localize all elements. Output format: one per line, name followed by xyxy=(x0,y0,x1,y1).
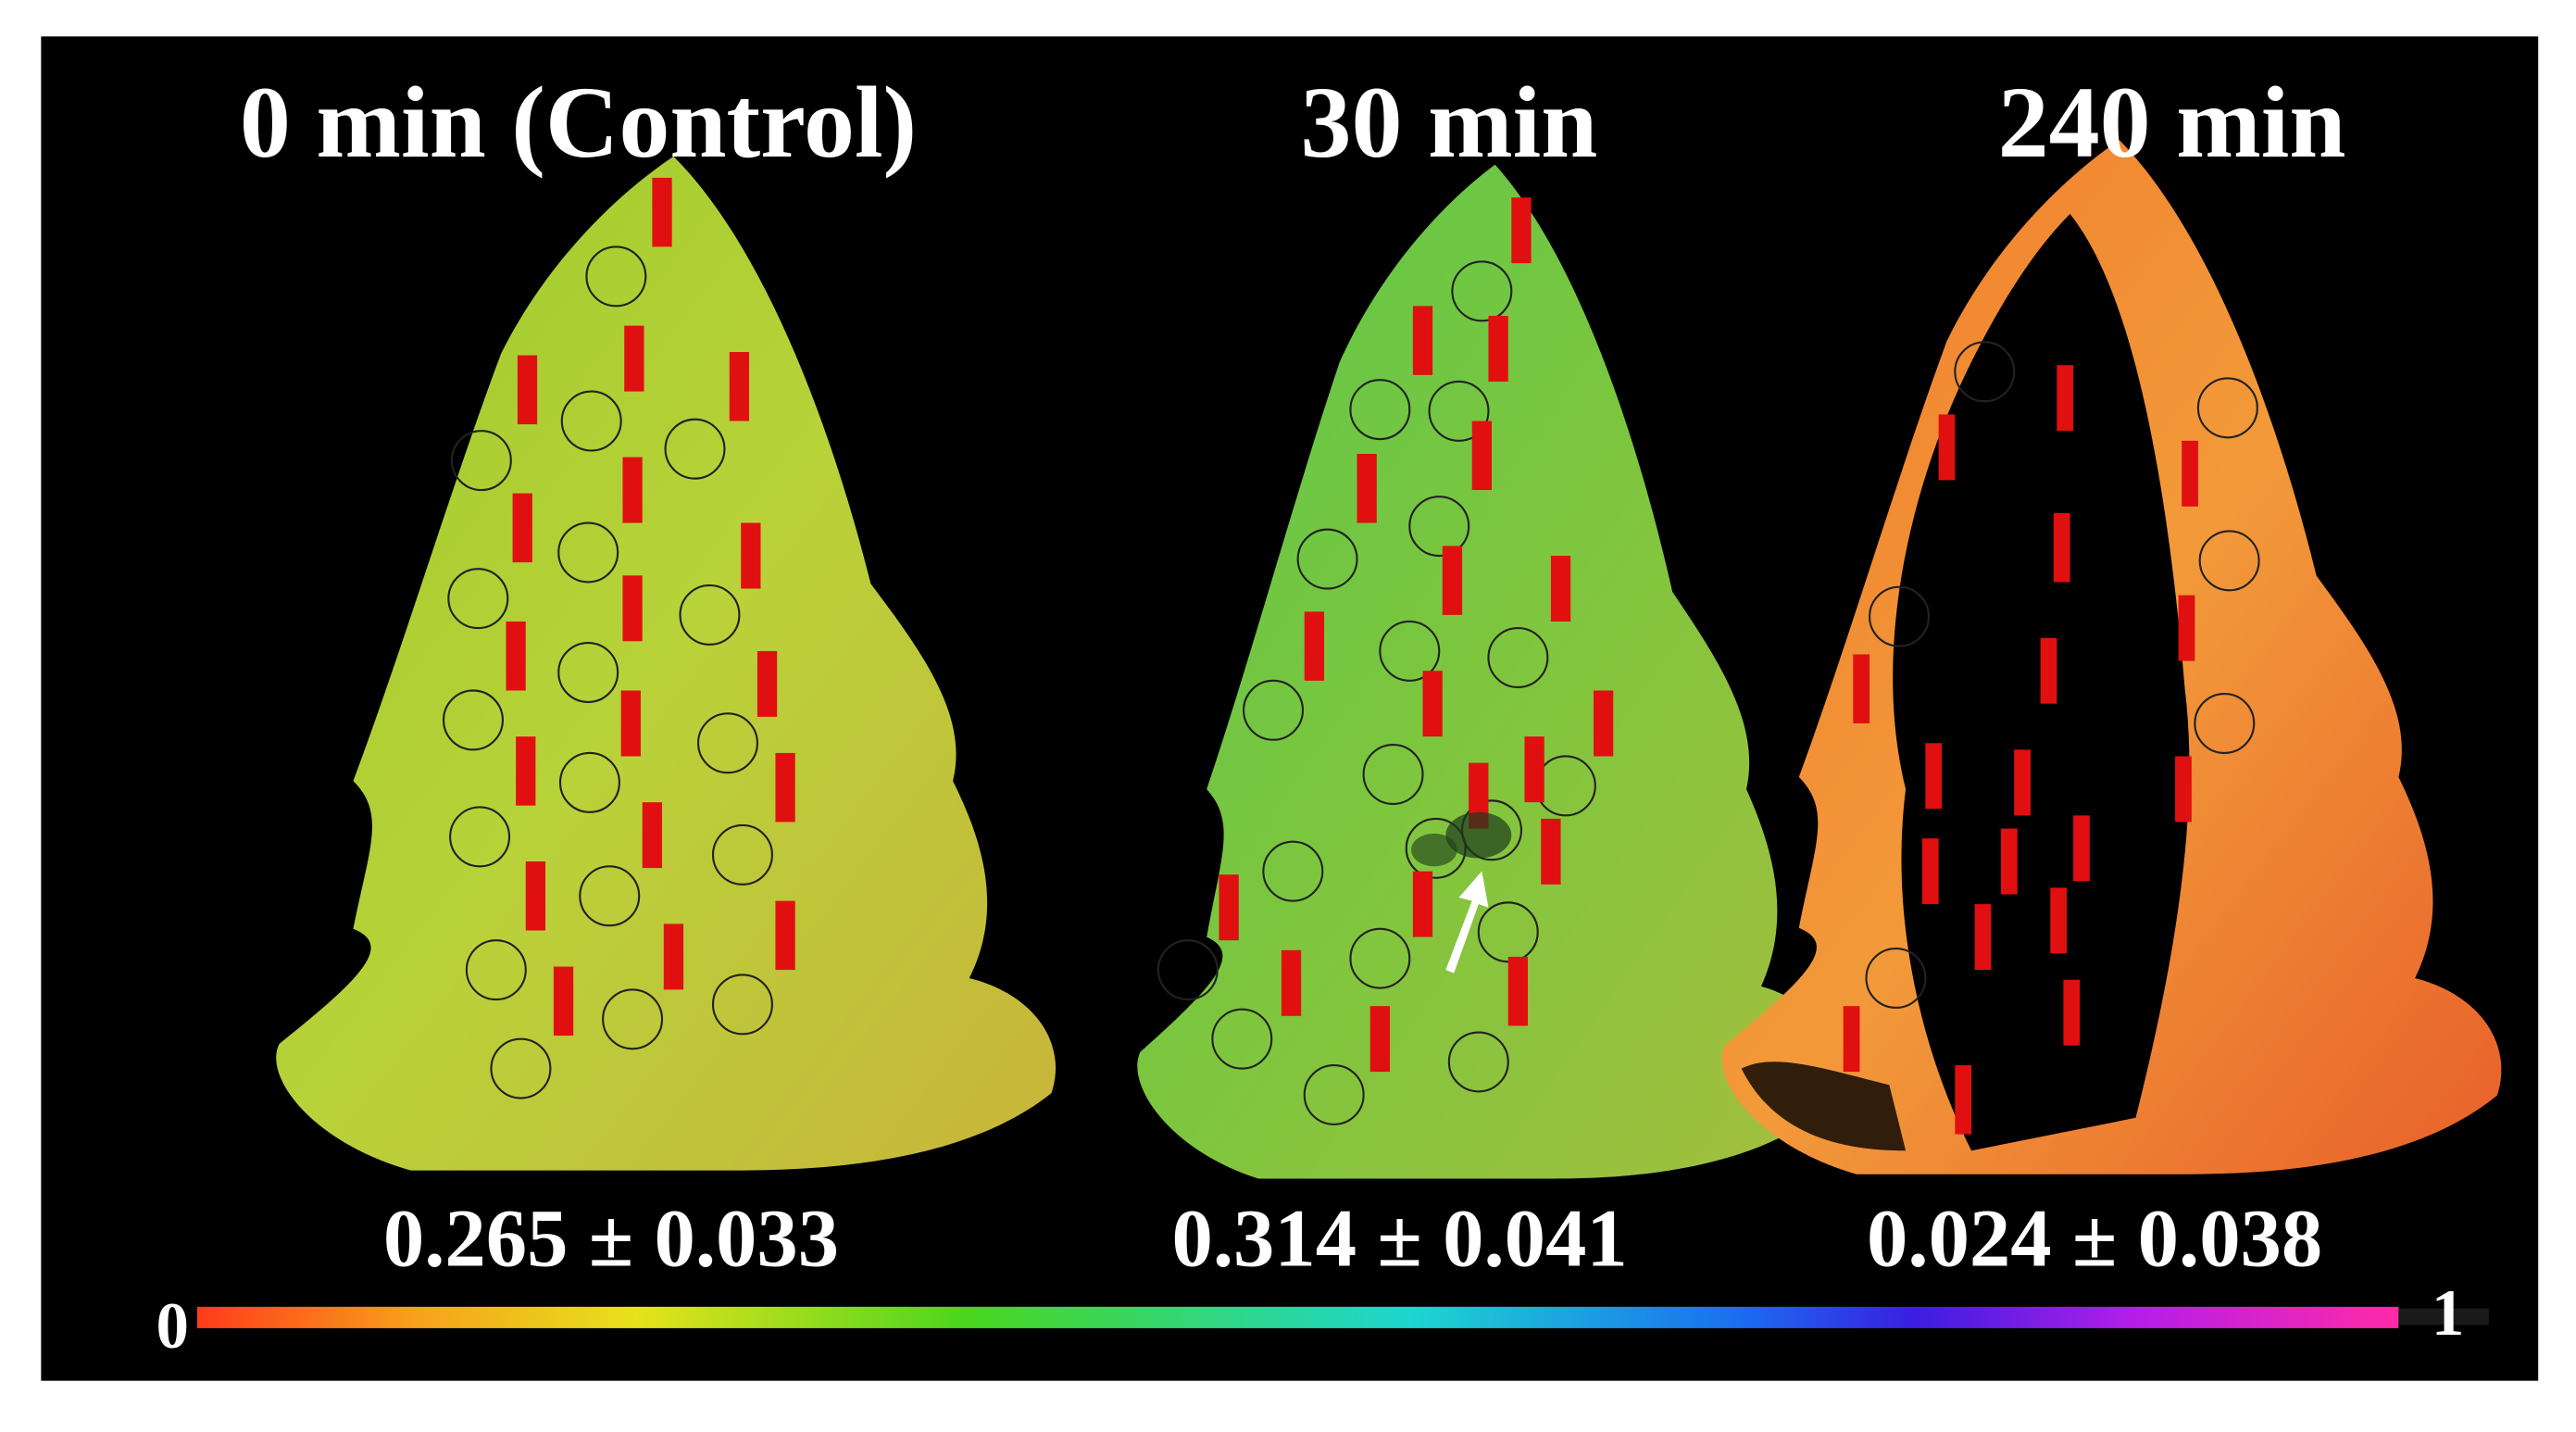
leaf-30min xyxy=(1137,164,1839,1179)
panel-value: 0.314 ± 0.041 xyxy=(1172,1193,1628,1284)
panel-value: 0.265 ± 0.033 xyxy=(383,1193,839,1284)
colorbar-end xyxy=(2398,1308,2489,1325)
leaf-control xyxy=(276,156,1057,1171)
panel-value: 0.024 ± 0.038 xyxy=(1867,1193,2322,1284)
panel-title: 0 min (Control) xyxy=(240,66,917,179)
colorbar-min: 0 xyxy=(156,1290,189,1363)
panel-title: 240 min xyxy=(1998,66,2346,179)
panel-title: 30 min xyxy=(1300,66,1597,179)
leaf-240min xyxy=(1721,140,2502,1174)
colorbar xyxy=(196,1306,2399,1328)
colorbar-max: 1 xyxy=(2432,1277,2464,1350)
